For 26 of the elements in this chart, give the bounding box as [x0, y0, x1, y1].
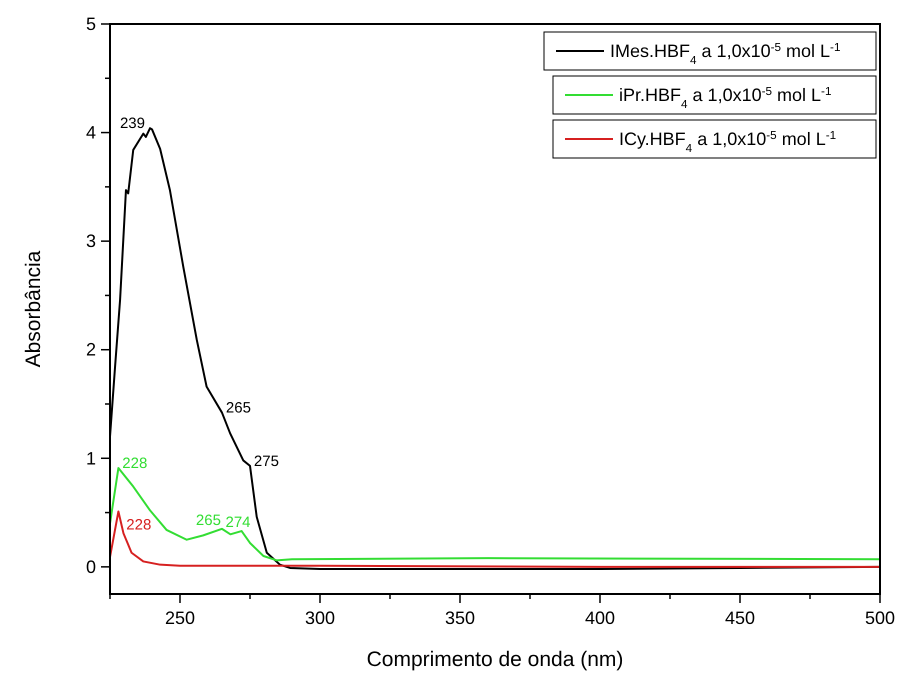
y-tick-label: 4 [86, 122, 96, 143]
x-tick-label: 400 [584, 608, 616, 628]
y-tick-label: 1 [86, 448, 96, 468]
x-tick-label: 350 [444, 608, 476, 628]
y-tick-label: 2 [86, 340, 96, 360]
annotation: 228 [122, 455, 148, 472]
legend-label: iPr.HBF$_{4}$ a 1,0x10$^{-5}$ mol L$^{-1}$ [619, 84, 832, 110]
x-tick-label: 500 [864, 608, 896, 628]
annotation: 265 [196, 512, 221, 529]
y-tick-label: 0 [86, 556, 96, 577]
annotation: 239 [120, 115, 145, 132]
annotation: 275 [254, 452, 279, 470]
legend-label: IMes.HBF$_{4}$ a 1,0x10$^{-5}$ mol L$^{-1}$ [610, 40, 840, 66]
y-axis-title: Absorbância [22, 250, 45, 368]
x-axis-title: Comprimento de onda (nm) [366, 648, 624, 671]
x-tick-label: 250 [164, 608, 196, 628]
annotation: 274 [226, 514, 251, 532]
x-tick-label: 450 [724, 608, 756, 628]
y-tick-label: 5 [86, 14, 96, 34]
annotation: 265 [226, 400, 251, 417]
y-tick-label: 3 [86, 231, 96, 252]
line-series [110, 467, 880, 562]
x-tick-label: 300 [304, 608, 336, 628]
line-series [110, 510, 880, 568]
legend-label: ICy.HBF$_{4}$ a 1,0x10$^{-5}$ mol L$^{-1}$ [619, 128, 836, 154]
annotation: 228 [126, 516, 152, 534]
